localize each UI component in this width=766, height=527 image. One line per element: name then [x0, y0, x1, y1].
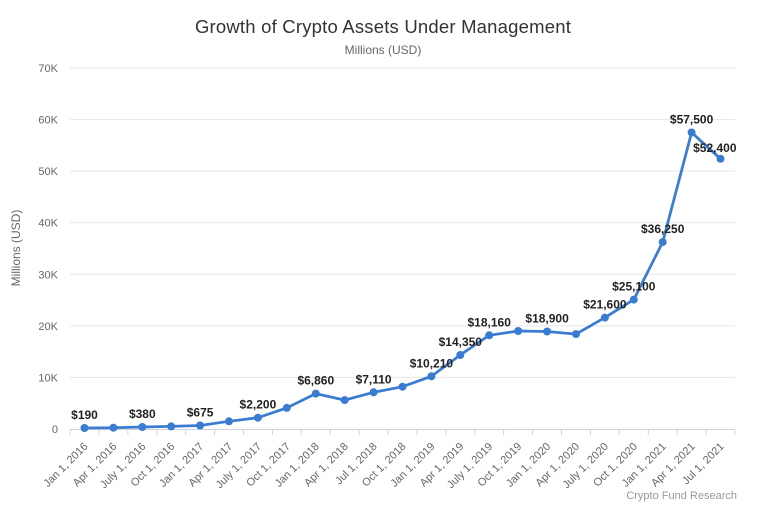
y-tick-label: 50K: [38, 166, 58, 178]
data-label: $52,400: [693, 141, 737, 155]
data-label: $21,600: [583, 298, 627, 312]
data-label: $7,110: [356, 372, 392, 386]
y-tick-label: 20K: [38, 321, 58, 333]
data-point[interactable]: [340, 396, 349, 405]
data-label: $18,900: [525, 312, 569, 326]
data-point[interactable]: [629, 295, 638, 304]
data-point[interactable]: [427, 372, 436, 381]
data-point[interactable]: [138, 423, 147, 431]
data-point[interactable]: [485, 331, 494, 340]
data-label: $2,200: [240, 398, 277, 412]
credit-label: Crypto Fund Research: [626, 490, 737, 502]
data-point[interactable]: [687, 128, 696, 137]
data-point[interactable]: [253, 413, 262, 422]
y-tick-label: 40K: [38, 218, 58, 230]
data-point[interactable]: [514, 327, 523, 335]
data-label: $36,250: [641, 222, 685, 236]
data-point[interactable]: [167, 422, 176, 431]
data-label: $675: [187, 406, 214, 420]
y-tick-label: 60K: [38, 115, 58, 127]
data-point[interactable]: [543, 327, 552, 336]
data-label: $18,160: [468, 315, 512, 329]
data-point[interactable]: [311, 389, 320, 398]
chart-title: Growth of Crypto Assets Under Management: [194, 16, 572, 37]
data-label: $57,500: [670, 113, 714, 127]
data-point[interactable]: [716, 154, 725, 163]
data-point[interactable]: [109, 423, 118, 432]
data-label: $190: [71, 408, 98, 422]
data-point[interactable]: [600, 313, 609, 322]
data-label: $6,860: [297, 374, 334, 388]
y-tick-label: 70K: [38, 63, 58, 75]
data-label: $25,100: [612, 280, 656, 294]
y-tick-label: 10K: [38, 372, 58, 384]
data-point[interactable]: [658, 238, 667, 247]
data-label: $380: [129, 407, 156, 421]
data-label: $14,350: [439, 335, 483, 349]
data-point[interactable]: [456, 351, 465, 359]
data-point[interactable]: [196, 421, 205, 430]
data-label: $10,210: [410, 356, 454, 370]
y-tick-label: 30K: [38, 269, 58, 281]
data-point[interactable]: [369, 388, 378, 397]
data-point[interactable]: [80, 424, 89, 432]
data-point[interactable]: [282, 403, 291, 412]
data-point[interactable]: [398, 382, 407, 391]
data-point[interactable]: [225, 417, 233, 426]
chart-subtitle: Millions (USD): [344, 43, 422, 57]
y-tick-label: 0: [52, 424, 58, 436]
data-point[interactable]: [572, 330, 580, 339]
